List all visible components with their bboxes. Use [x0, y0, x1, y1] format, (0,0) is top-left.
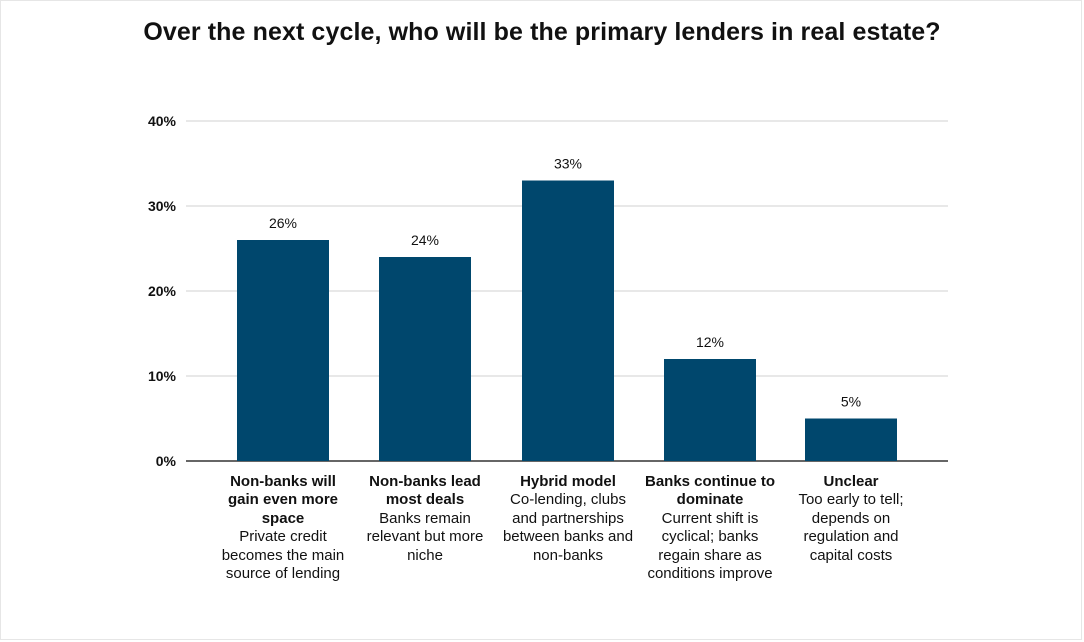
data-label-1: 26% [269, 215, 297, 231]
y-tick-label: 0% [156, 453, 177, 469]
bar-5 [805, 418, 897, 461]
chart-title: Over the next cycle, who will be the pri… [143, 18, 941, 46]
category-description: Banks remain relevant but more niche [366, 509, 484, 564]
category-label-2: Non-banks lead most deals Banks remain re… [356, 473, 494, 565]
bar-3 [522, 180, 614, 461]
category-label-4: Banks continue to dominate Current shift … [641, 473, 779, 583]
y-tick-label: 20% [148, 283, 177, 299]
y-tick-label: 30% [148, 198, 177, 214]
y-tick-label: 10% [148, 368, 177, 384]
y-tick-label: 40% [148, 113, 177, 129]
bar-4 [664, 359, 756, 461]
category-title: Non-banks will gain even more space [227, 473, 339, 527]
data-label-3: 33% [554, 156, 582, 172]
bar-1 [237, 240, 329, 461]
category-title: Banks continue to dominate [644, 473, 775, 509]
category-title: Hybrid model [520, 473, 616, 490]
data-label-5: 5% [841, 394, 861, 410]
category-label-5: Unclear Too early to tell; depends on reg… [782, 473, 920, 565]
category-label-1: Non-banks will gain even more space Priva… [214, 473, 352, 583]
category-description: Current shift is cyclical; banks regain … [647, 509, 773, 583]
category-label-3: Hybrid model Co-lending, clubs and partne… [499, 473, 637, 565]
category-title: Non-banks lead most deals [369, 473, 481, 509]
category-description: Private credit becomes the main source o… [221, 528, 345, 583]
category-title: Unclear [823, 473, 879, 490]
category-description: Too early to tell; depends on regulation… [798, 491, 904, 564]
category-description: Co-lending, clubs and partnerships betwe… [502, 491, 634, 564]
data-label-2: 24% [411, 232, 439, 248]
bar-2 [379, 257, 471, 461]
data-label-4: 12% [696, 334, 724, 350]
